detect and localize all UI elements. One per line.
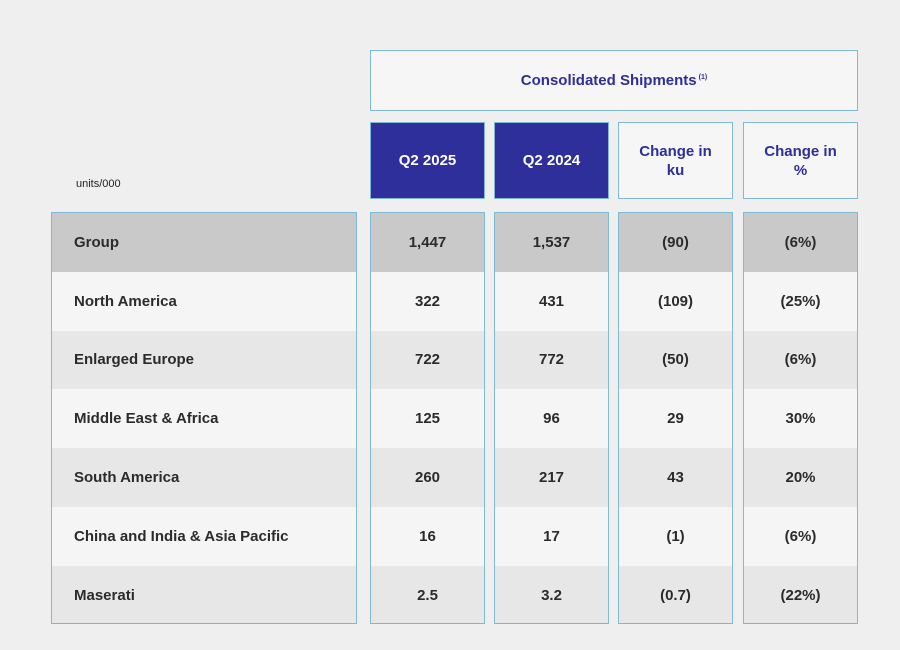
cell-china-and-india-and-asia-pacific-col-0: 16: [371, 507, 484, 566]
row-label-china-and-india-and-asia-pacific: China and India & Asia Pacific: [52, 507, 356, 566]
row-label-group: Group: [52, 213, 356, 273]
change-ku-column: (90) (109) (50) 29 43 (1) (0.7): [618, 212, 733, 624]
cell-china-and-india-and-asia-pacific-col-2: (1): [619, 507, 732, 566]
super-header-title: Consolidated Shipments: [520, 72, 697, 89]
cell-group-col-0: 1,447: [371, 213, 484, 273]
cell-maserati-col-2: (0.7): [619, 565, 732, 623]
cell-enlarged-europe-col-2: (50): [619, 330, 732, 390]
cell-north-america-col-3: (25%): [744, 271, 857, 331]
q2-2024-column: 1,537 431 772 96 217 17 3.2: [494, 212, 609, 624]
cell-south-america-col-0: 260: [371, 448, 484, 507]
cell-middle-east-and-africa-col-0: 125: [371, 389, 484, 449]
cell-enlarged-europe-col-0: 722: [371, 330, 484, 390]
q2-2025-column: 1,447 322 722 125 260 16 2.5: [370, 212, 485, 624]
column-header-q2-2025: Q2 2025: [370, 122, 485, 199]
row-label-middle-east-and-africa: Middle East & Africa: [52, 389, 356, 449]
cell-middle-east-and-africa-col-3: 30%: [744, 389, 857, 449]
cell-group-col-1: 1,537: [495, 213, 608, 273]
cell-middle-east-and-africa-col-1: 96: [495, 389, 608, 449]
column-header-q2-2024: Q2 2024: [494, 122, 609, 199]
row-label-enlarged-europe: Enlarged Europe: [52, 330, 356, 390]
cell-middle-east-and-africa-col-2: 29: [619, 389, 732, 449]
cell-maserati-col-1: 3.2: [495, 565, 608, 623]
row-labels-column: Group North America Enlarged Europe Middle …: [51, 212, 357, 624]
units-label: units/000: [76, 178, 121, 190]
row-label-north-america: North America: [52, 271, 356, 331]
cell-north-america-col-2: (109): [619, 271, 732, 331]
cell-south-america-col-3: 20%: [744, 448, 857, 507]
cell-enlarged-europe-col-1: 772: [495, 330, 608, 390]
cell-group-col-2: (90): [619, 213, 732, 273]
cell-north-america-col-1: 431: [495, 271, 608, 331]
footnote-marker: (1): [698, 74, 708, 81]
cell-china-and-india-and-asia-pacific-col-1: 17: [495, 507, 608, 566]
cell-north-america-col-0: 322: [371, 271, 484, 331]
cell-maserati-col-0: 2.5: [371, 565, 484, 623]
cell-enlarged-europe-col-3: (6%): [744, 330, 857, 390]
row-label-maserati: Maserati: [52, 565, 356, 623]
change-pct-column: (6%) (25%) (6%) 30% 20% (6%) (22%): [743, 212, 858, 624]
cell-china-and-india-and-asia-pacific-col-3: (6%): [744, 507, 857, 566]
cell-south-america-col-2: 43: [619, 448, 732, 507]
cell-maserati-col-3: (22%): [744, 565, 857, 623]
cell-group-col-3: (6%): [744, 213, 857, 273]
row-label-south-america: South America: [52, 448, 356, 507]
cell-south-america-col-1: 217: [495, 448, 608, 507]
column-header-change-ku: Change in ku: [618, 122, 733, 199]
column-header-change-pct: Change in %: [743, 122, 858, 199]
consolidated-shipments-header: Consolidated Shipments (1): [370, 50, 858, 111]
